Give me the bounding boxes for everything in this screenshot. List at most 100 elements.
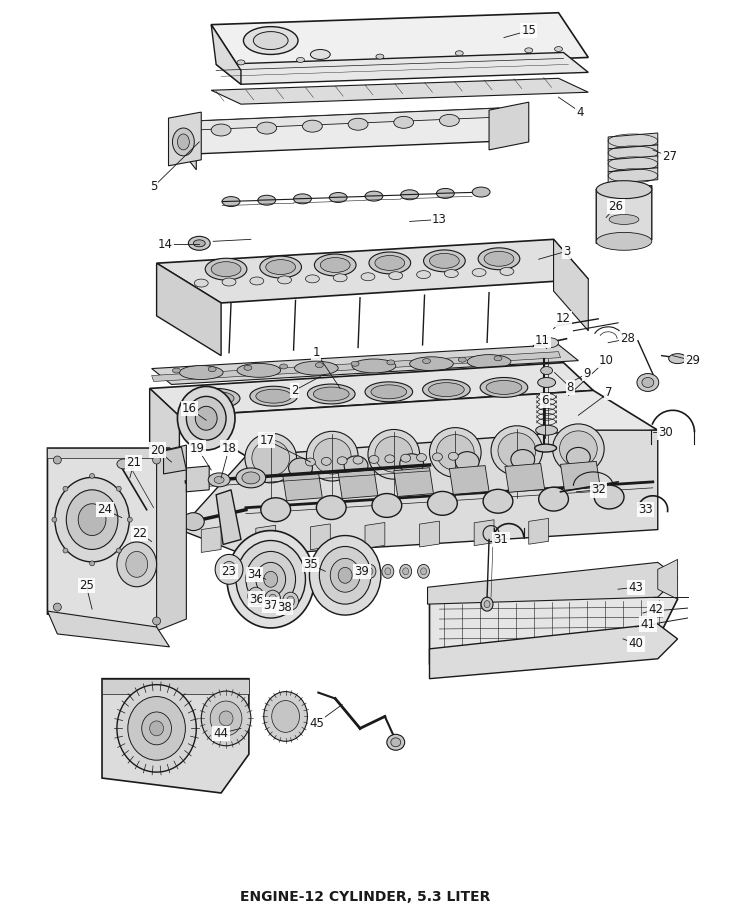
Text: 36: 36 — [249, 592, 265, 606]
Ellipse shape — [53, 603, 61, 612]
Ellipse shape — [642, 378, 654, 388]
Ellipse shape — [609, 215, 639, 225]
Ellipse shape — [186, 396, 226, 440]
Ellipse shape — [394, 116, 414, 128]
Ellipse shape — [264, 692, 308, 741]
Ellipse shape — [236, 468, 266, 488]
Ellipse shape — [417, 565, 430, 578]
Ellipse shape — [269, 594, 276, 604]
Ellipse shape — [483, 489, 513, 513]
Text: 17: 17 — [260, 434, 274, 447]
Ellipse shape — [261, 497, 291, 521]
Text: 7: 7 — [605, 386, 613, 399]
Ellipse shape — [525, 48, 533, 52]
Ellipse shape — [423, 250, 465, 272]
Ellipse shape — [400, 454, 423, 473]
Ellipse shape — [211, 701, 242, 736]
Ellipse shape — [256, 390, 292, 403]
Ellipse shape — [491, 426, 542, 475]
Ellipse shape — [195, 406, 217, 430]
Ellipse shape — [126, 552, 148, 577]
Text: 44: 44 — [213, 727, 229, 740]
Ellipse shape — [430, 427, 481, 477]
Polygon shape — [150, 430, 658, 555]
Ellipse shape — [364, 565, 376, 578]
Polygon shape — [48, 449, 170, 458]
Ellipse shape — [539, 487, 569, 511]
Ellipse shape — [306, 458, 315, 466]
Ellipse shape — [369, 252, 411, 274]
Ellipse shape — [448, 452, 458, 460]
Polygon shape — [608, 145, 658, 161]
Ellipse shape — [117, 459, 131, 469]
Text: 28: 28 — [621, 332, 635, 345]
Ellipse shape — [387, 360, 395, 365]
Ellipse shape — [222, 278, 236, 286]
Ellipse shape — [344, 456, 368, 476]
Polygon shape — [338, 470, 378, 498]
Ellipse shape — [283, 592, 298, 610]
Ellipse shape — [205, 258, 247, 280]
Ellipse shape — [306, 274, 319, 283]
Ellipse shape — [266, 260, 295, 274]
Ellipse shape — [596, 181, 652, 199]
Polygon shape — [216, 52, 588, 85]
Ellipse shape — [484, 600, 490, 608]
Ellipse shape — [242, 472, 260, 484]
Ellipse shape — [637, 374, 659, 391]
Ellipse shape — [257, 122, 276, 134]
Ellipse shape — [248, 588, 264, 605]
Text: 39: 39 — [355, 565, 369, 577]
Text: 10: 10 — [599, 354, 613, 367]
Ellipse shape — [368, 429, 420, 479]
Ellipse shape — [389, 272, 403, 280]
Polygon shape — [394, 468, 433, 496]
Ellipse shape — [511, 449, 534, 470]
Ellipse shape — [417, 271, 431, 278]
Ellipse shape — [436, 435, 474, 471]
Polygon shape — [172, 108, 499, 131]
Ellipse shape — [272, 701, 300, 732]
Polygon shape — [151, 352, 561, 381]
Ellipse shape — [536, 426, 558, 435]
Text: 16: 16 — [182, 402, 197, 414]
Text: 19: 19 — [190, 441, 205, 455]
Ellipse shape — [208, 472, 230, 487]
Ellipse shape — [433, 453, 442, 460]
Ellipse shape — [90, 561, 94, 565]
Ellipse shape — [353, 456, 363, 464]
Text: 34: 34 — [247, 568, 262, 581]
Ellipse shape — [116, 486, 121, 491]
Ellipse shape — [215, 554, 243, 584]
Ellipse shape — [486, 380, 522, 394]
Ellipse shape — [208, 367, 216, 372]
Ellipse shape — [428, 492, 458, 515]
Ellipse shape — [351, 361, 359, 367]
Ellipse shape — [338, 567, 352, 583]
Ellipse shape — [311, 50, 330, 60]
Ellipse shape — [481, 597, 493, 612]
Text: 26: 26 — [609, 200, 624, 213]
Text: 32: 32 — [591, 484, 606, 496]
Ellipse shape — [189, 237, 211, 251]
Ellipse shape — [314, 254, 356, 276]
Ellipse shape — [594, 485, 624, 509]
Polygon shape — [211, 13, 588, 70]
Polygon shape — [169, 112, 201, 166]
Ellipse shape — [236, 541, 306, 618]
Ellipse shape — [401, 454, 411, 462]
Ellipse shape — [214, 476, 224, 484]
Ellipse shape — [245, 433, 297, 483]
Ellipse shape — [117, 684, 197, 772]
Text: 41: 41 — [640, 617, 655, 631]
Ellipse shape — [306, 431, 358, 481]
Ellipse shape — [315, 363, 323, 367]
Ellipse shape — [423, 379, 470, 400]
Ellipse shape — [303, 121, 322, 132]
Ellipse shape — [365, 192, 383, 201]
Ellipse shape — [254, 31, 288, 50]
Ellipse shape — [420, 568, 426, 575]
Polygon shape — [365, 522, 385, 548]
Text: 20: 20 — [150, 444, 165, 457]
Ellipse shape — [192, 389, 240, 408]
